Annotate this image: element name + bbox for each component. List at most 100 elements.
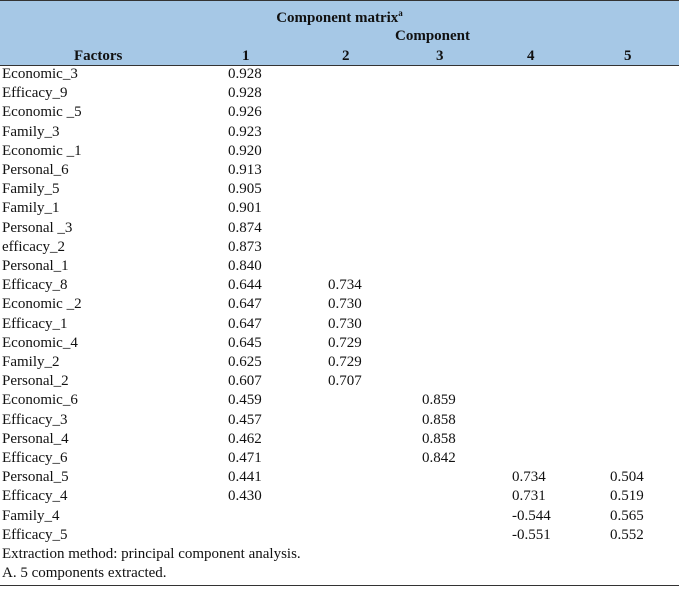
factor-name-cell: Efficacy_9 <box>2 85 68 102</box>
table-note-components: A. 5 components extracted. <box>2 565 167 582</box>
loading-cell: 0.840 <box>228 258 262 274</box>
table-row: Economic_3 0.928 <box>0 66 682 85</box>
table-title: Component matrixa <box>0 8 679 27</box>
header-factors: Factors <box>74 48 123 64</box>
factor-name-cell: Economic _2 <box>2 296 82 313</box>
loading-cell: 0.923 <box>228 123 262 140</box>
factor-name-cell: Efficacy_5 <box>2 526 68 543</box>
table-row: Efficacy_3 0.457 0.858 <box>0 412 682 431</box>
factor-name-cell: Economic_4 <box>2 334 78 351</box>
loading-cell: 0.729 <box>328 354 362 370</box>
factor-name-cell: efficacy_2 <box>2 238 66 255</box>
table-row: Family_3 0.923 <box>0 124 682 143</box>
table-title-superscript: a <box>398 8 403 18</box>
loading-cell: 0.928 <box>228 85 262 102</box>
header-component-4: 4 <box>527 48 535 64</box>
factor-name-cell: Economic _5 <box>2 104 82 121</box>
factor-name-cell: Personal_5 <box>2 469 69 486</box>
factor-name-cell: Family_4 <box>2 507 60 524</box>
factor-name-cell: Economic_6 <box>2 392 78 409</box>
factor-name-cell: Personal_2 <box>2 373 69 390</box>
loading-cell: 0.457 <box>228 411 262 428</box>
table-row: Personal_6 0.913 <box>0 162 682 181</box>
loading-cell: 0.859 <box>422 392 456 409</box>
loading-cell: 0.645 <box>228 334 262 351</box>
table-row: Efficacy_6 0.471 0.842 <box>0 450 682 469</box>
factor-name-cell: Personal_4 <box>2 430 69 447</box>
header-rule <box>0 65 679 66</box>
loading-cell: 0.928 <box>228 66 262 82</box>
factor-name-cell: Efficacy_4 <box>2 488 68 505</box>
loading-cell: 0.430 <box>228 488 262 505</box>
table-row: Family_1 0.901 <box>0 200 682 219</box>
factor-name-cell: Efficacy_6 <box>2 450 68 466</box>
factor-name-cell: Family_5 <box>2 181 60 198</box>
factor-name-cell: Personal _3 <box>2 219 73 236</box>
table-row: Economic_6 0.459 0.859 <box>0 392 682 411</box>
loading-cell: 0.471 <box>228 450 262 466</box>
loading-cell: 0.858 <box>422 411 456 428</box>
table-row: efficacy_2 0.873 <box>0 239 682 258</box>
factor-name-cell: Family_1 <box>2 200 60 217</box>
bottom-rule <box>0 585 679 587</box>
table-row: Efficacy_4 0.430 0.731 0.519 <box>0 488 682 507</box>
loading-cell: 0.842 <box>422 450 456 466</box>
loading-cell: 0.552 <box>610 526 644 543</box>
table-header: Component matrixa Component Factors 1 2 … <box>0 0 679 66</box>
table-row: Family_2 0.625 0.729 <box>0 354 682 373</box>
loading-cell: 0.873 <box>228 238 262 255</box>
table-row: Personal_5 0.441 0.734 0.504 <box>0 469 682 488</box>
loading-cell: 0.459 <box>228 392 262 409</box>
factor-name-cell: Economic_3 <box>2 66 78 82</box>
loading-cell: 0.607 <box>228 373 262 390</box>
factor-name-cell: Personal_6 <box>2 162 69 178</box>
loading-cell: 0.730 <box>328 296 362 313</box>
loading-cell: 0.734 <box>328 277 362 294</box>
component-group-label: Component <box>395 28 471 44</box>
loading-cell: 0.905 <box>228 181 262 198</box>
loading-cell: 0.504 <box>610 469 644 486</box>
header-component-2: 2 <box>342 48 350 64</box>
loading-cell: 0.441 <box>228 469 262 486</box>
loading-cell: 0.731 <box>512 488 546 505</box>
loading-cell: 0.462 <box>228 430 262 447</box>
table-title-text: Component matrix <box>276 10 399 26</box>
table-row: Economic_4 0.645 0.729 <box>0 335 682 354</box>
table-row: Efficacy_5 -0.551 0.552 <box>0 527 682 546</box>
loading-cell: 0.729 <box>328 334 362 351</box>
loading-cell: -0.551 <box>512 526 551 543</box>
table-row: Efficacy_8 0.644 0.734 <box>0 277 682 296</box>
loading-cell: 0.920 <box>228 142 262 159</box>
loading-cell: 0.519 <box>610 488 644 505</box>
table-row: Personal_2 0.607 0.707 <box>0 373 682 392</box>
loading-cell: 0.913 <box>228 162 262 178</box>
factor-name-cell: Efficacy_1 <box>2 315 68 332</box>
header-component-3: 3 <box>436 48 444 64</box>
factor-name-cell: Family_3 <box>2 123 60 140</box>
loading-cell: 0.565 <box>610 507 644 524</box>
factor-name-cell: Personal_1 <box>2 258 69 274</box>
loading-cell: 0.707 <box>328 373 362 390</box>
loading-cell: 0.901 <box>228 200 262 217</box>
factor-name-cell: Efficacy_3 <box>2 411 68 428</box>
table-row: Personal _3 0.874 <box>0 220 682 239</box>
table-row: Efficacy_1 0.647 0.730 <box>0 316 682 335</box>
loading-cell: 0.647 <box>228 296 262 313</box>
loading-cell: 0.730 <box>328 315 362 332</box>
loading-cell: 0.926 <box>228 104 262 121</box>
table-row: Family_4 -0.544 0.565 <box>0 508 682 527</box>
table-row: Efficacy_9 0.928 <box>0 85 682 104</box>
table-row: Family_5 0.905 <box>0 181 682 200</box>
header-component-1: 1 <box>242 48 250 64</box>
loading-cell: 0.647 <box>228 315 262 332</box>
factor-name-cell: Economic _1 <box>2 142 82 159</box>
table-row: Economic _5 0.926 <box>0 104 682 123</box>
loading-cell: -0.544 <box>512 507 551 524</box>
loading-cell: 0.734 <box>512 469 546 486</box>
table-note-extraction: Extraction method: principal component a… <box>2 546 301 562</box>
loading-cell: 0.858 <box>422 430 456 447</box>
loading-cell: 0.874 <box>228 219 262 236</box>
factor-name-cell: Family_2 <box>2 354 60 370</box>
table-row: Economic _1 0.920 <box>0 143 682 162</box>
